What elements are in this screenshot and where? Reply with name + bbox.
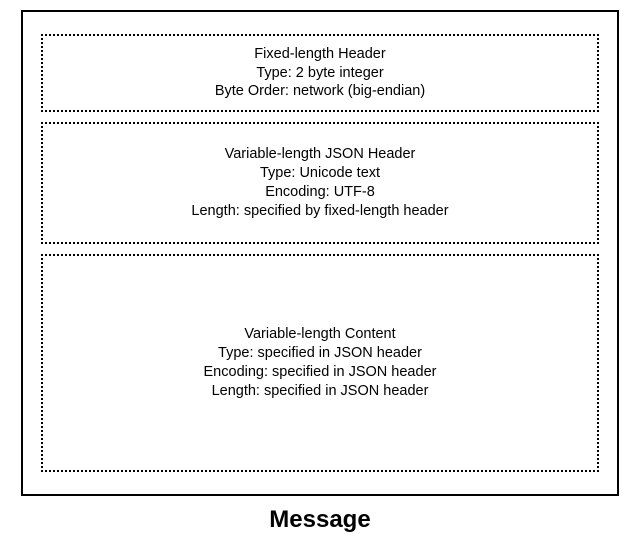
fixed-length-header-block: Fixed-length Header Type: 2 byte integer… <box>41 34 599 112</box>
block-line: Variable-length JSON Header <box>225 145 416 164</box>
content-block: Variable-length Content Type: specified … <box>41 254 599 472</box>
message-frame: Fixed-length Header Type: 2 byte integer… <box>21 10 619 496</box>
block-line: Variable-length Content <box>244 325 395 344</box>
block-line: Type: Unicode text <box>260 164 380 183</box>
block-line: Encoding: UTF-8 <box>265 183 375 202</box>
block-line: Length: specified in JSON header <box>212 382 429 401</box>
diagram-caption: Message <box>0 506 640 534</box>
json-header-block: Variable-length JSON Header Type: Unicod… <box>41 122 599 244</box>
block-line: Byte Order: network (big-endian) <box>215 82 425 101</box>
block-line: Encoding: specified in JSON header <box>204 363 437 382</box>
block-line: Length: specified by fixed-length header <box>191 202 448 221</box>
block-line: Type: specified in JSON header <box>218 344 422 363</box>
block-line: Fixed-length Header <box>254 45 385 64</box>
block-line: Type: 2 byte integer <box>256 64 383 83</box>
